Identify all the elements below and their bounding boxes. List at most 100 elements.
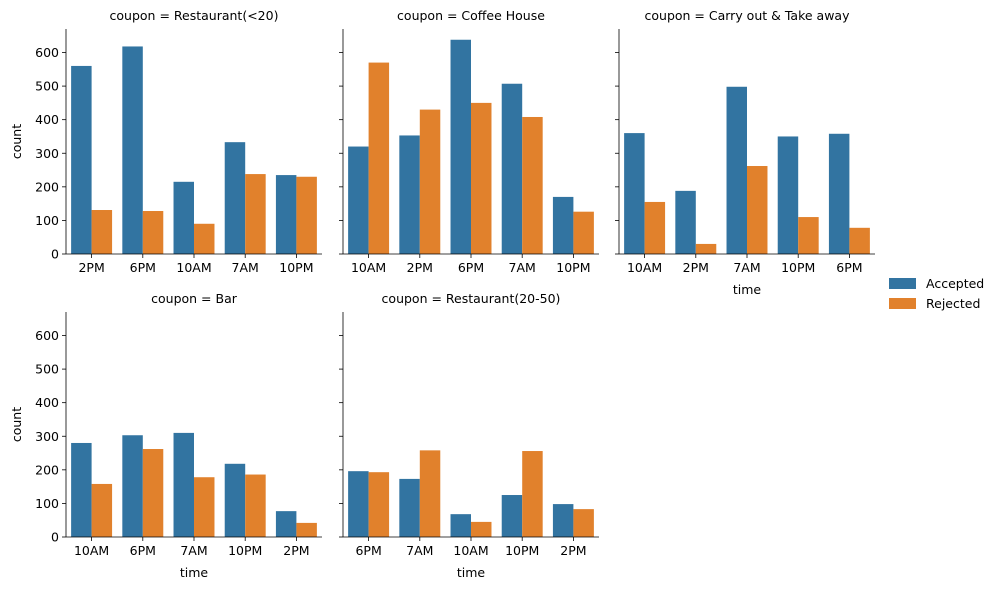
x-tick-label: 7AM: [180, 543, 207, 558]
bar-accepted-10am: [348, 146, 369, 254]
x-tick-label: 2PM: [283, 543, 309, 558]
x-tick-label: 6PM: [836, 260, 862, 275]
panel-2: coupon = Coffee House 10AM 2PM 6PM 7AM 10PM: [339, 8, 599, 275]
bar-rejected-6pm: [142, 449, 164, 537]
x-tick-label: 10AM: [176, 260, 211, 275]
x-tick-label: 10PM: [556, 260, 590, 275]
x-axis-label: time: [457, 565, 486, 580]
bar-rejected-6pm: [849, 227, 870, 254]
bar-accepted-6pm: [450, 39, 471, 254]
bar-rejected-10am: [194, 223, 215, 254]
panel-title: coupon = Restaurant(20-50): [382, 291, 561, 306]
x-tick-label: 2PM: [78, 260, 104, 275]
panel-1: coupon = Restaurant(<20) 2PM 6PM 10AM 7AM 10P…: [9, 8, 322, 275]
bar-accepted-6pm: [122, 46, 143, 255]
legend-swatch-rejected: [889, 298, 916, 309]
bar-accepted-10am: [450, 514, 471, 537]
bar-accepted-6pm: [828, 133, 850, 254]
bar-accepted-2pm: [552, 504, 574, 537]
y-tick-label: 600: [35, 45, 59, 60]
y-tick-label: 500: [35, 79, 59, 94]
panel-title: coupon = Carry out & Take away: [645, 8, 851, 23]
bar-rejected-2pm: [91, 210, 113, 254]
bar-rejected-10pm: [245, 474, 266, 537]
bar-accepted-2pm: [71, 65, 92, 254]
x-tick-label: 10PM: [505, 543, 539, 558]
x-axis-label: time: [180, 565, 209, 580]
bar-rejected-10pm: [798, 217, 819, 254]
legend: Accepted Rejected: [889, 276, 984, 311]
y-tick-label: 100: [35, 213, 59, 228]
x-tick-label: 2PM: [407, 260, 433, 275]
bar-rejected-10am: [368, 62, 390, 254]
bar-accepted-10am: [71, 442, 92, 537]
bar-rejected-7am: [522, 116, 543, 254]
bar-accepted-7am: [399, 478, 420, 537]
x-tick-label: 10PM: [228, 543, 262, 558]
bar-accepted-2pm: [675, 190, 696, 254]
bar-accepted-7am: [501, 83, 523, 255]
bar-rejected-2pm: [695, 243, 717, 254]
bar-accepted-2pm: [399, 135, 420, 254]
y-tick-label: 300: [35, 429, 59, 444]
y-axis-label: count: [9, 407, 24, 442]
y-tick-label: 200: [35, 179, 59, 194]
bar-accepted-10am: [624, 133, 645, 254]
panel-title: coupon = Restaurant(<20): [110, 8, 279, 23]
y-tick-label: 500: [35, 362, 59, 377]
y-tick-label: 0: [51, 530, 59, 545]
x-tick-label: 10PM: [781, 260, 815, 275]
bar-accepted-10pm: [275, 175, 297, 254]
y-tick-label: 400: [35, 112, 59, 127]
x-tick-label: 10AM: [453, 543, 488, 558]
bar-rejected-10pm: [296, 176, 317, 254]
x-tick-label: 7AM: [232, 260, 259, 275]
bar-rejected-7am: [245, 174, 266, 254]
bar-accepted-7am: [224, 142, 246, 254]
x-tick-label: 7AM: [406, 543, 433, 558]
panel-title: coupon = Coffee House: [397, 8, 545, 23]
bar-accepted-7am: [726, 86, 747, 254]
x-tick-label: 6PM: [130, 260, 156, 275]
x-tick-label: 2PM: [560, 543, 586, 558]
bar-rejected-2pm: [573, 509, 594, 537]
bar-rejected-10am: [471, 521, 492, 537]
bar-rejected-7am: [747, 166, 768, 254]
x-tick-label: 6PM: [130, 543, 156, 558]
bar-accepted-2pm: [275, 511, 297, 537]
x-tick-label: 10AM: [351, 260, 386, 275]
y-tick-label: 0: [51, 247, 59, 262]
x-axis-label: time: [733, 282, 762, 297]
bar-rejected-10pm: [573, 211, 594, 254]
x-tick-label: 6PM: [458, 260, 484, 275]
bar-rejected-10am: [644, 201, 666, 254]
y-tick-label: 100: [35, 496, 59, 511]
panel-title: coupon = Bar: [151, 291, 238, 306]
x-tick-label: 7AM: [733, 260, 760, 275]
panel-5: coupon = Restaurant(20-50) 6PM 7AM 10AM 10PM…: [339, 291, 599, 580]
bar-accepted-10pm: [552, 196, 574, 254]
y-tick-label: 300: [35, 146, 59, 161]
x-tick-label: 7AM: [509, 260, 536, 275]
legend-label-accepted: Accepted: [926, 276, 984, 291]
bar-accepted-6pm: [122, 435, 143, 537]
bar-rejected-2pm: [296, 522, 317, 537]
y-tick-label: 400: [35, 395, 59, 410]
bar-accepted-6pm: [348, 471, 369, 537]
bar-rejected-7am: [419, 450, 441, 537]
bar-rejected-10pm: [522, 451, 543, 537]
y-axis-label: count: [9, 124, 24, 159]
x-tick-label: 2PM: [683, 260, 709, 275]
bar-accepted-10pm: [224, 463, 246, 537]
bar-accepted-10pm: [501, 495, 523, 537]
bar-rejected-10am: [91, 483, 113, 537]
x-tick-label: 10AM: [627, 260, 662, 275]
bar-accepted-7am: [173, 432, 194, 537]
bar-rejected-6pm: [368, 472, 390, 537]
y-tick-label: 600: [35, 328, 59, 343]
bar-rejected-6pm: [471, 102, 492, 254]
legend-swatch-accepted: [889, 278, 916, 289]
legend-label-rejected: Rejected: [926, 296, 980, 311]
bar-rejected-6pm: [142, 211, 164, 254]
